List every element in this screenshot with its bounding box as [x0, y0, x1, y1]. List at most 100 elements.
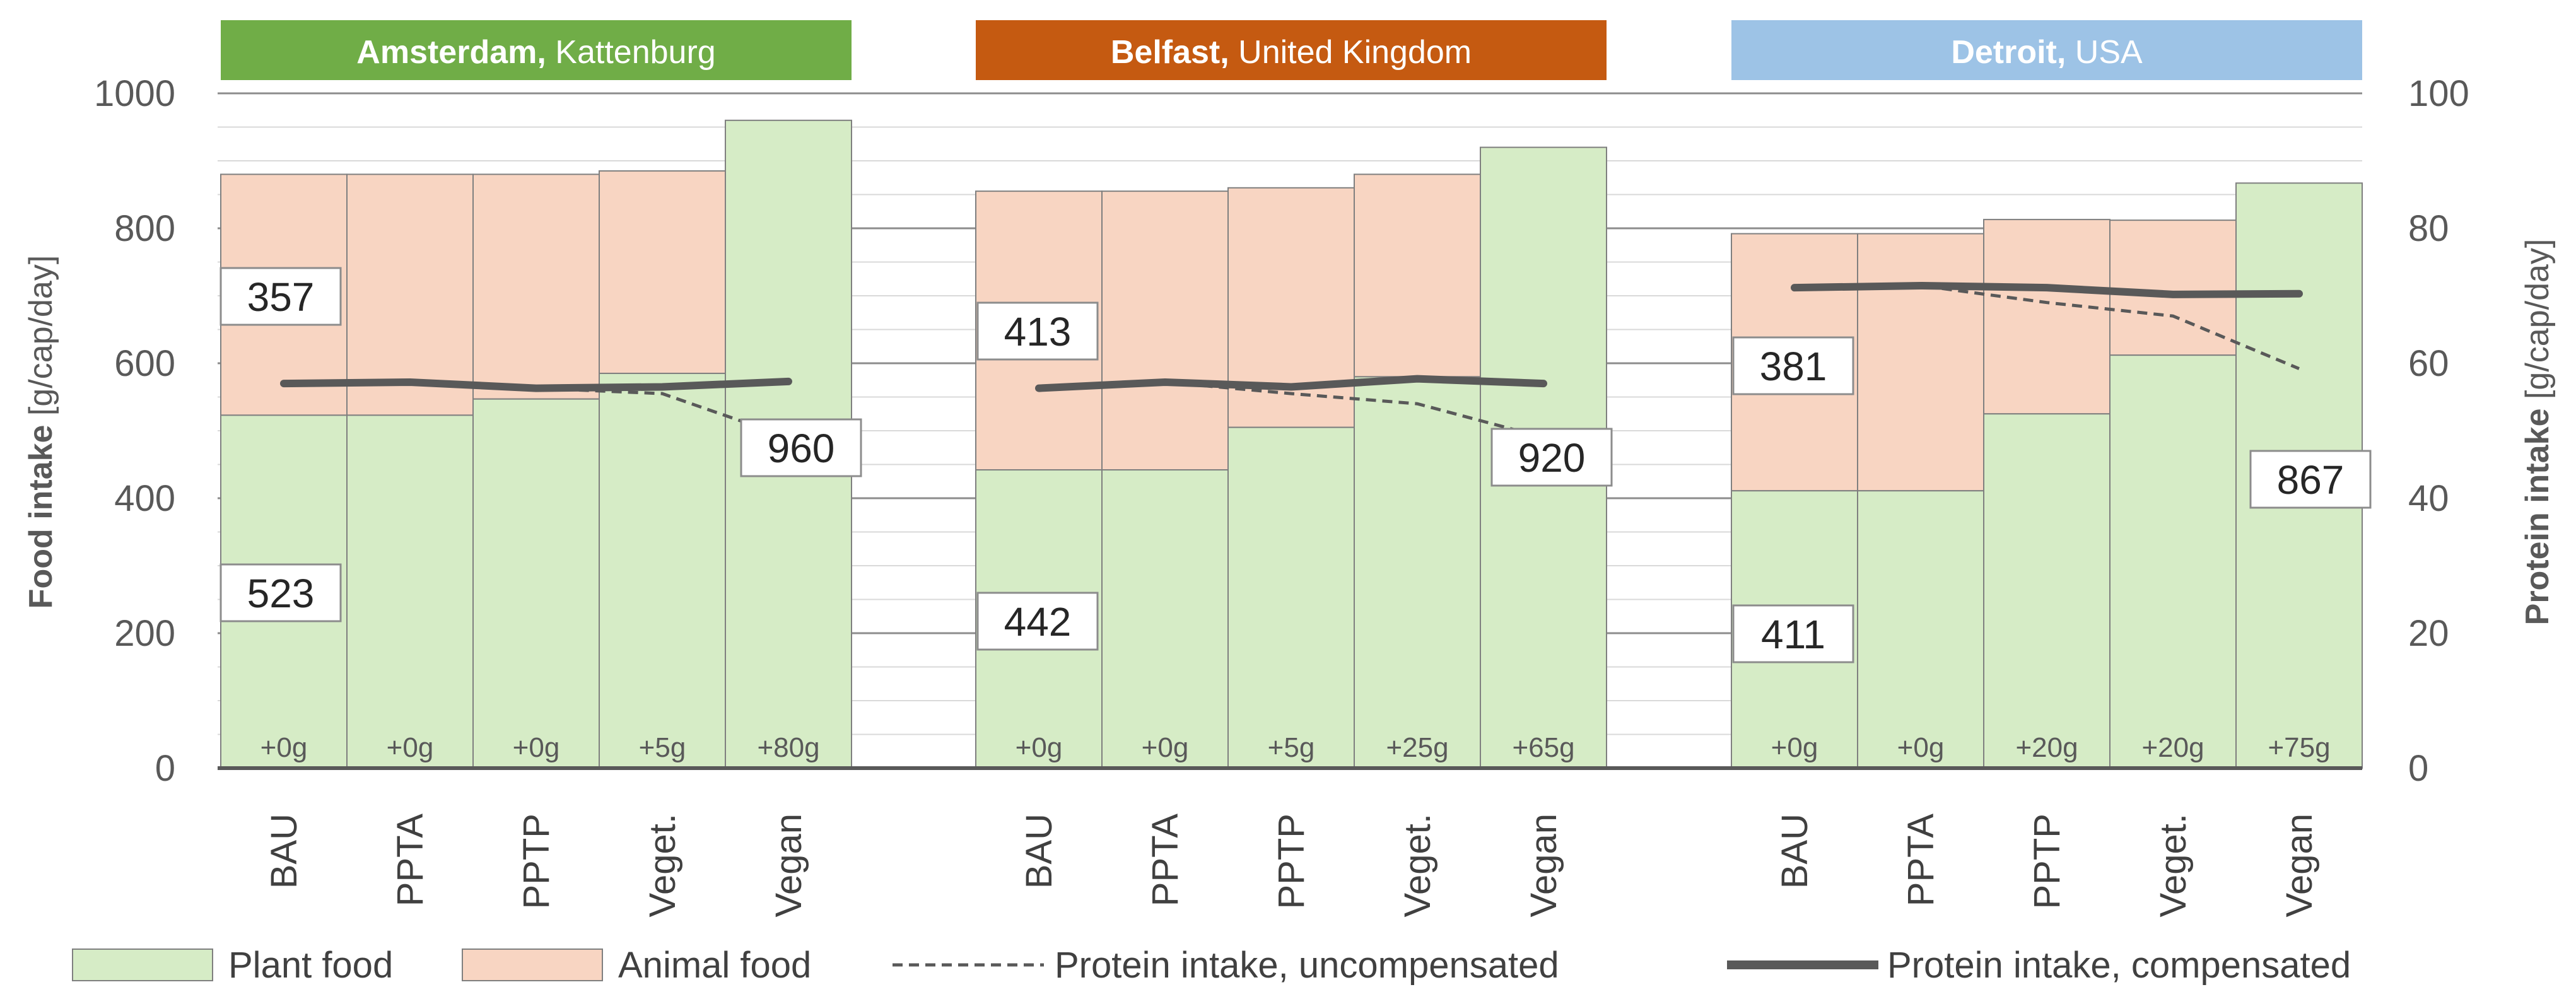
right-axis-title-unit: [g/cap/day]	[2519, 239, 2556, 409]
bar-plant	[2109, 354, 2237, 769]
right-tick-label: 40	[2408, 478, 2449, 519]
left-axis-title-bold: Food intake	[23, 425, 59, 609]
protein-lines	[280, 281, 2303, 440]
callout-value-plant: 442	[1004, 599, 1072, 645]
delta-label: +0g	[1897, 732, 1945, 763]
panel-title-region: Kattenburg	[546, 34, 716, 71]
legend: Plant food Animal food Protein intake, u…	[72, 945, 2351, 986]
category-label: Veget.	[642, 814, 683, 917]
panel-title-region: United Kingdom	[1229, 34, 1472, 71]
category-label: Vegan	[1523, 814, 1564, 918]
callout-box-animal	[220, 267, 342, 326]
delta-label: +65g	[1512, 732, 1574, 763]
category-label: PPTP	[1271, 814, 1312, 909]
delta-label: +5g	[639, 732, 686, 763]
callout-value-vegan: 960	[768, 426, 835, 471]
panel-title: Detroit, USA	[1951, 34, 2143, 71]
bar-plant	[1101, 469, 1229, 769]
bars: Amsterdam, Kattenburg Belfast, United Kin…	[220, 20, 2363, 769]
bar-plant	[1857, 490, 1984, 769]
delta-label: +0g	[1771, 732, 1818, 763]
bar-plant	[346, 414, 474, 769]
delta-label: +25g	[1386, 732, 1448, 763]
bar-plant	[1227, 426, 1355, 769]
callout-box-plant	[1732, 604, 1854, 663]
category-label: PPTA	[1145, 814, 1186, 906]
delta-label: +0g	[1016, 732, 1063, 763]
left-tick-label: 200	[114, 613, 175, 654]
legend-swatch-plant	[72, 949, 213, 981]
legend-label-uncompensated: Protein intake, uncompensated	[1055, 945, 1559, 986]
axes: Food intake [g/cap/day] Protein intake […	[23, 73, 2556, 789]
bar-animal	[1857, 233, 1984, 492]
callout-box-plant	[976, 592, 1099, 651]
category-label: Vegan	[2279, 814, 2320, 918]
callout-value-vegan: 867	[2277, 457, 2345, 503]
delta-label: +75g	[2268, 732, 2330, 763]
panel-title-city: Belfast,	[1111, 34, 1229, 71]
right-axis-title: Protein intake [g/cap/day]	[2519, 239, 2556, 626]
callout-value-animal: 381	[1760, 344, 1827, 389]
left-tick-label: 0	[155, 748, 175, 789]
bar-animal	[2109, 219, 2237, 356]
callout-box-vegan	[1490, 428, 1613, 487]
callout-value-vegan: 920	[1518, 435, 1586, 481]
callout-value-animal: 413	[1004, 309, 1072, 354]
right-tick-label: 20	[2408, 613, 2449, 654]
delta-label: +0g	[261, 732, 308, 763]
delta-label: +5g	[1268, 732, 1315, 763]
panel-title-city: Amsterdam,	[356, 34, 546, 71]
legend-label-compensated: Protein intake, compensated	[1887, 945, 2351, 986]
callout-box-animal	[976, 301, 1099, 361]
panel-title: Amsterdam, Kattenburg	[356, 34, 715, 71]
panel-title-region: USA	[2066, 34, 2143, 71]
left-tick-label: 800	[114, 208, 175, 249]
right-tick-label: 0	[2408, 748, 2428, 789]
category-label: Vegan	[768, 814, 809, 918]
panel-header-1	[976, 20, 1607, 80]
protein-line-compensated	[280, 377, 792, 392]
right-tick-label: 100	[2408, 73, 2469, 114]
bar-animal	[599, 170, 726, 375]
bar-labels: +0g BAU +0g PPTA +0g PPTP +5g Veget. +80g Vegan 35…	[220, 267, 2372, 918]
protein-line-compensated	[1035, 375, 1547, 392]
legend-label-animal: Animal food	[618, 945, 811, 986]
category-label: PPTP	[2027, 814, 2068, 909]
category-label: BAU	[1019, 814, 1060, 889]
left-axis-title-unit: [g/cap/day]	[23, 255, 59, 425]
bar-animal	[1101, 190, 1229, 471]
bar-animal	[346, 173, 474, 416]
legend-swatch-animal	[462, 949, 603, 981]
left-tick-label: 1000	[94, 73, 175, 114]
bar-plant	[1354, 376, 1481, 769]
callout-box-vegan	[2249, 450, 2372, 509]
right-axis-title-bold: Protein intake	[2519, 408, 2556, 625]
left-axis-title: Food intake [g/cap/day]	[23, 255, 59, 609]
panel-header-0	[221, 20, 852, 80]
category-label: Veget.	[1397, 814, 1438, 917]
category-label: PPTA	[1900, 814, 1941, 906]
category-label: BAU	[264, 814, 305, 889]
right-tick-label: 80	[2408, 208, 2449, 249]
protein-line-compensated	[1791, 281, 2303, 298]
panel-title-city: Detroit,	[1951, 34, 2066, 71]
bar-plant	[599, 373, 726, 769]
callout-value-plant: 411	[1761, 612, 1825, 657]
callout-box-vegan	[740, 418, 862, 477]
delta-label: +0g	[1142, 732, 1189, 763]
bar-animal	[472, 173, 600, 400]
legend-label-plant: Plant food	[228, 945, 393, 986]
callout-box-animal	[1732, 336, 1854, 395]
callout-value-animal: 357	[247, 274, 315, 320]
left-tick-label: 400	[114, 478, 175, 519]
bar-plant	[472, 398, 600, 769]
category-label: Veget.	[2153, 814, 2194, 917]
bar-animal	[1983, 219, 2111, 415]
category-label: PPTP	[516, 814, 557, 909]
panel-title: Belfast, United Kingdom	[1111, 34, 1472, 71]
left-tick-label: 600	[114, 343, 175, 384]
delta-label: +0g	[387, 732, 434, 763]
callout-box-plant	[220, 563, 342, 622]
bar-animal	[1354, 173, 1481, 378]
